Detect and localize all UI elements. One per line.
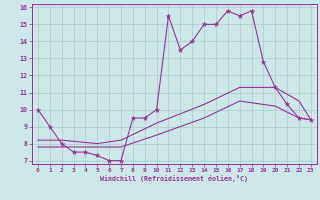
X-axis label: Windchill (Refroidissement éolien,°C): Windchill (Refroidissement éolien,°C) xyxy=(100,175,248,182)
